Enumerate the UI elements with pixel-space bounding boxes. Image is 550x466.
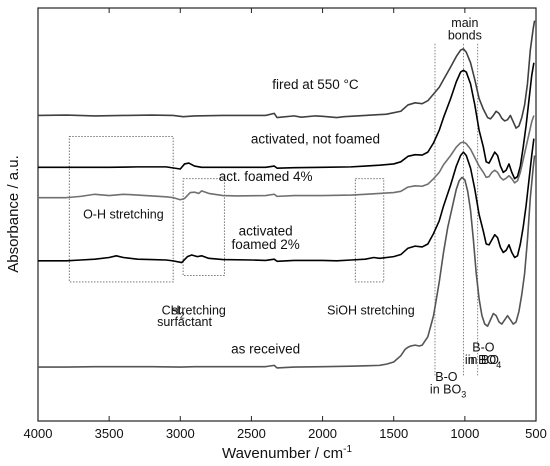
series-label-2: act. foamed 4% [219,169,313,184]
annotation-5: SiOH stretching [327,303,415,317]
x-axis-ticks: 4000 3500 3000 2500 2000 1500 1000 500 [24,8,547,441]
x-axis-title-text: Wavenumber / cm [222,445,343,462]
plot-frame [37,7,537,422]
x-tick-label-7: 500 [525,426,547,441]
series-label-3: activated [239,224,293,239]
region-boxes [68,136,385,283]
annotation-3: stretching [172,303,226,317]
series-line-3 [38,138,535,264]
x-tick-label-3: 2500 [237,426,266,441]
series-line-0 [37,20,536,129]
x-axis-title-superscript: -1 [343,444,352,455]
x-axis-title: Wavenumber / cm-1 [222,444,352,462]
x-tick-label-0: 4000 [24,426,53,441]
annotation-0: main [451,16,478,30]
y-axis-title: Absorbance / a.u. [5,155,22,273]
annotation-1: bonds [448,29,482,43]
x-tick-label-6: 1000 [450,426,479,441]
annotation-2: O-H stretching [83,208,164,222]
x-tick-label-4: 2000 [308,426,337,441]
series-label-4: foamed 2% [232,237,300,252]
series-line-2 [38,115,535,201]
x-tick-label-2: 3000 [166,426,195,441]
series-line-4 [38,155,536,369]
annotation-7: B-O [472,340,495,354]
annotation-4: surfactant [157,315,212,329]
subscript-annotation-1: in BO3 [430,383,466,400]
series-label-5: as received [231,342,300,357]
region-box-0 [68,136,174,283]
subscript-annotation-2: in BO4 [465,353,501,370]
annotation-8: in BO [468,353,500,367]
subscript-annotation-0: CH2 [162,303,185,320]
series-labels: fired at 550 °C activated, not foamed act.… [219,77,380,357]
series-label-0: fired at 550 °C [272,77,359,92]
annotation-6: B-O [435,370,458,384]
spectra-series [37,20,536,369]
x-tick-label-1: 3500 [95,426,124,441]
series-label-1: activated, not foamed [251,132,380,147]
series-line-1 [38,62,535,180]
x-tick-label-5: 1500 [379,426,408,441]
